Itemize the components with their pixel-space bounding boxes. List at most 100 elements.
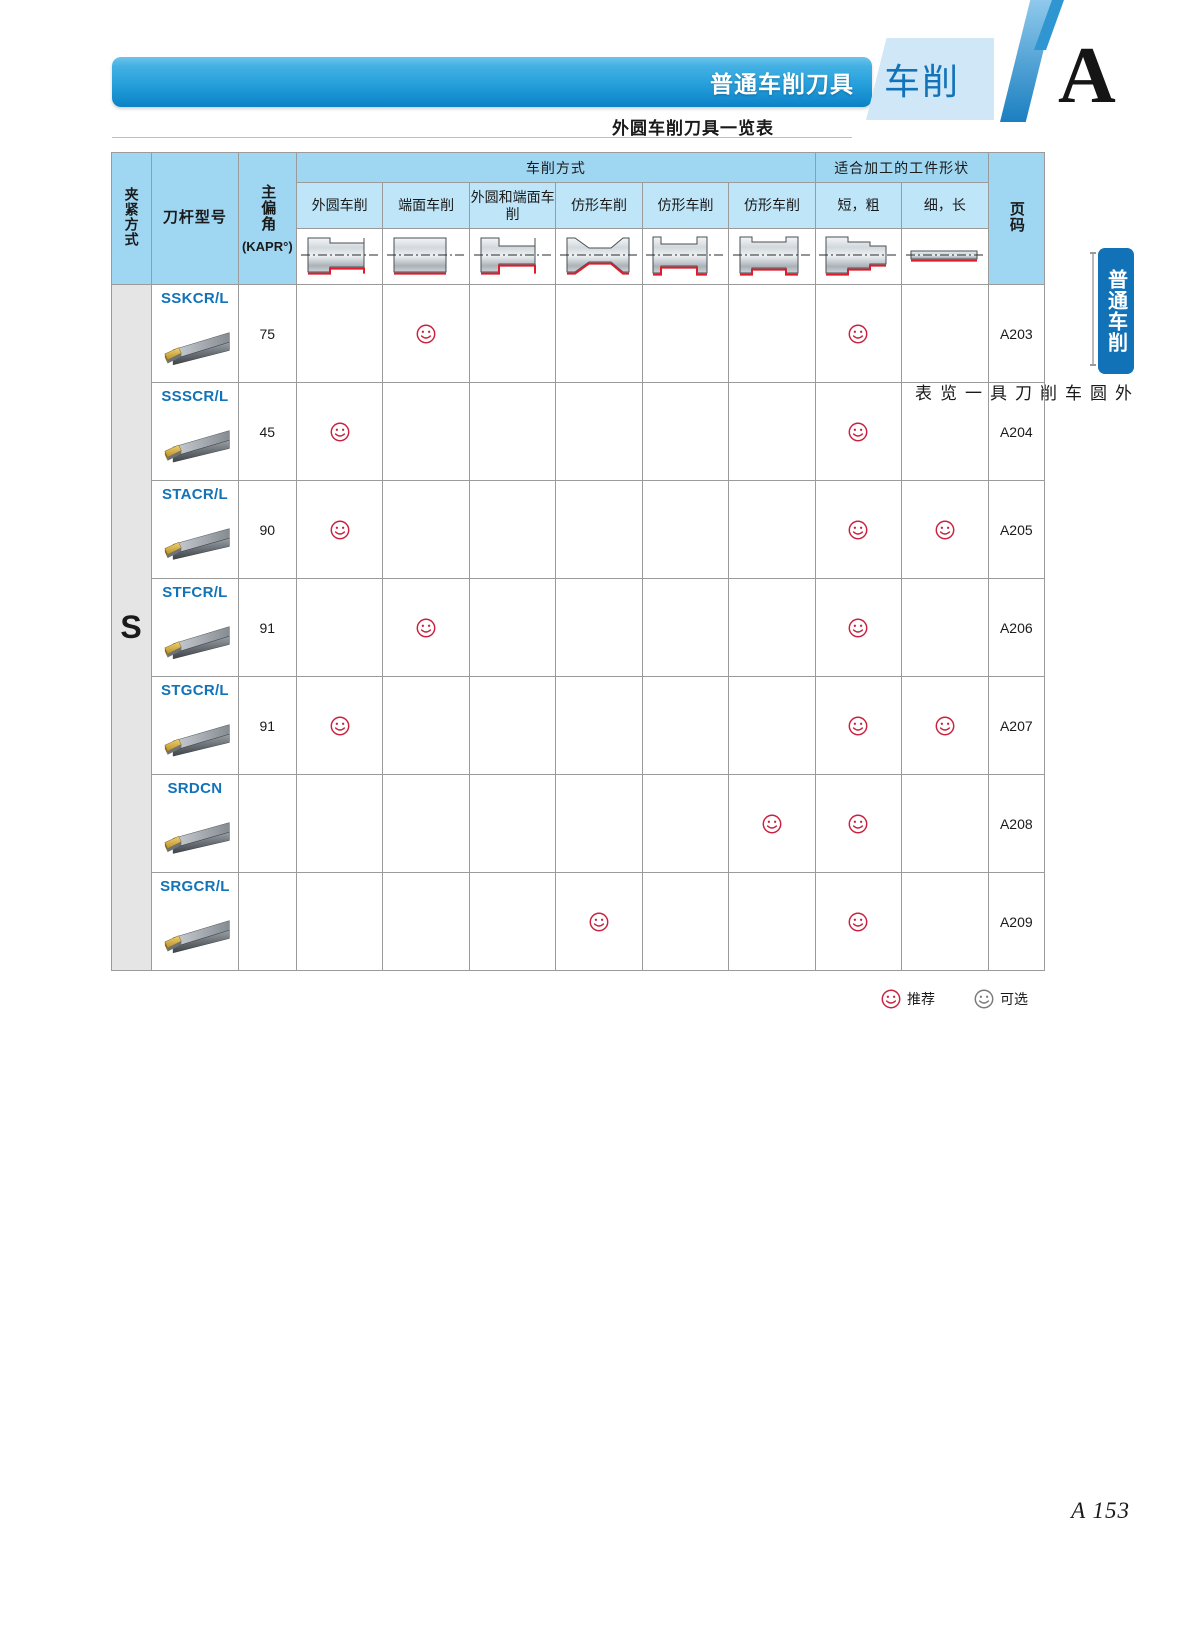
- tool-holder-image: [158, 610, 233, 672]
- legend-optional-label: 可选: [1000, 991, 1028, 1007]
- mark-cell-empty: [295, 578, 384, 677]
- smiley-recommended-icon: [847, 323, 869, 345]
- legend-recommended-label: 推荐: [907, 991, 935, 1007]
- smiley-recommended-icon: [329, 519, 351, 541]
- column-header-1: 端面车削: [382, 182, 470, 229]
- tool-model-label: STFCR/L: [162, 584, 228, 601]
- tool-model-label: SSKCR/L: [160, 290, 229, 307]
- mark-cell-empty: [728, 382, 816, 481]
- table-column-icon-row: [112, 228, 1045, 285]
- column-header-7: 细，长: [901, 182, 989, 229]
- tool-model-cell[interactable]: STFCR/L: [151, 578, 239, 677]
- shoulder-od-face-icon: [468, 228, 557, 285]
- mark-cell-filled: [555, 872, 643, 971]
- spool-profile-icon: [728, 228, 816, 285]
- page-reference-cell[interactable]: A208: [987, 774, 1046, 873]
- header-title-bar: 普通车削刀具: [112, 57, 872, 107]
- tool-model-cell[interactable]: STGCR/L: [151, 676, 239, 775]
- side-tab-chip-label: 普通车削: [1104, 269, 1127, 353]
- table-body: S SSKCR/L 75 A203 SSSCR/L 45 A204 STACR/L 90 A205…: [110, 284, 1046, 971]
- table-row: S SSKCR/L 75 A203: [110, 284, 1046, 971]
- header-main-angle-label: 主偏角: [239, 184, 296, 237]
- mark-cell-empty: [295, 872, 384, 971]
- page-reference-cell[interactable]: A206: [987, 578, 1046, 677]
- header-section-tab: 车削: [866, 38, 994, 120]
- main-angle-cell: [237, 872, 297, 971]
- column-header-0: 外圆车削: [295, 182, 384, 229]
- smiley-recommended-icon: [934, 519, 956, 541]
- mark-cell-empty: [468, 382, 557, 481]
- mark-cell-filled: [814, 676, 903, 775]
- tool-holder-image: [158, 316, 233, 378]
- smiley-recommended-icon: [415, 323, 437, 345]
- side-tab-chip[interactable]: 普通车削: [1098, 248, 1134, 374]
- header-section-tab-label: 车削: [884, 61, 961, 102]
- mark-cell-empty: [382, 872, 470, 971]
- tool-holder-image: [158, 708, 233, 770]
- smiley-optional-icon: [973, 988, 995, 1010]
- tool-model-label: STGCR/L: [160, 682, 229, 699]
- main-angle-cell: 91: [237, 578, 297, 677]
- page-reference-cell[interactable]: A204: [987, 382, 1046, 481]
- smiley-recommended-icon: [329, 421, 351, 443]
- tool-model-cell[interactable]: SSSCR/L: [151, 382, 239, 481]
- mark-cell-empty: [641, 284, 730, 383]
- header-tool-model-label: 刀杆型号: [162, 209, 227, 227]
- mark-cell-empty: [468, 480, 557, 579]
- mark-cell-empty: [901, 578, 989, 677]
- page-reference-cell[interactable]: A207: [987, 676, 1046, 775]
- mark-cell-empty: [728, 676, 816, 775]
- mark-cell-empty: [728, 578, 816, 677]
- mark-cell-empty: [468, 578, 557, 677]
- mark-cell-filled: [382, 284, 470, 383]
- column-header-6: 短，粗: [814, 182, 903, 229]
- turning-tool-overview-table: 夹紧方式 刀杆型号 主偏角 (KAPR°) 车削方式 适合加工的工件形状 页码 …: [110, 152, 1046, 971]
- mark-cell-empty: [728, 480, 816, 579]
- tool-model-cell[interactable]: SSKCR/L: [151, 284, 239, 383]
- mark-cell-filled: [728, 774, 816, 873]
- tool-model-cell[interactable]: SRDCN: [151, 774, 239, 873]
- mark-cell-filled: [901, 480, 989, 579]
- mark-cell-filled: [814, 578, 903, 677]
- tool-model-cell[interactable]: STACR/L: [151, 480, 239, 579]
- tool-model-label: STACR/L: [161, 486, 228, 503]
- main-angle-cell: 75: [237, 284, 297, 383]
- mark-cell-empty: [641, 872, 730, 971]
- table-head: 夹紧方式 刀杆型号 主偏角 (KAPR°) 车削方式 适合加工的工件形状 页码 …: [110, 152, 1046, 285]
- mark-cell-empty: [555, 480, 643, 579]
- side-rail-cap-bottom: [1090, 364, 1096, 366]
- step-cylinder-od-icon: [295, 228, 384, 285]
- taper-profile-icon: [641, 228, 730, 285]
- table-row: STACR/L 90 A205: [112, 480, 1046, 579]
- mark-cell-empty: [555, 382, 643, 481]
- tool-model-cell[interactable]: SRGCR/L: [151, 872, 239, 971]
- mark-cell-empty: [382, 382, 470, 481]
- header-tool-model: 刀杆型号: [151, 152, 239, 285]
- header-main-angle-text: 主偏角: [259, 183, 277, 232]
- header-main-angle-unit: (KAPR°): [241, 238, 293, 254]
- page-reference-cell[interactable]: A205: [987, 480, 1046, 579]
- clamping-method-code: S: [110, 284, 153, 971]
- column-header-5: 仿形车削: [728, 182, 816, 229]
- mark-cell-empty: [468, 872, 557, 971]
- mark-cell-filled: [901, 676, 989, 775]
- mark-cell-empty: [641, 382, 730, 481]
- mark-cell-empty: [555, 284, 643, 383]
- smiley-recommended-icon: [847, 421, 869, 443]
- header-page-number: 页码: [987, 152, 1046, 285]
- mark-cell-empty: [555, 578, 643, 677]
- smiley-recommended-icon: [761, 813, 783, 835]
- main-angle-cell: 90: [237, 480, 297, 579]
- header-group-turning-method: 车削方式: [295, 152, 816, 183]
- mark-cell-empty: [901, 872, 989, 971]
- page-reference-cell[interactable]: A209: [987, 872, 1046, 971]
- tool-holder-image: [158, 806, 233, 868]
- smiley-recommended-icon: [880, 988, 902, 1010]
- smiley-recommended-icon: [847, 617, 869, 639]
- mark-cell-empty: [641, 676, 730, 775]
- tool-holder-image: [158, 512, 233, 574]
- table-column-label-row: 外圆车削 端面车削 外圆和端面车削 仿形车削 仿形车削 仿形车削 短，粗 细，长: [112, 182, 1045, 229]
- main-angle-cell: 91: [237, 676, 297, 775]
- page-reference-cell[interactable]: A203: [987, 284, 1046, 383]
- side-tab-vertical-label: 外圆车削刀具一览表: [912, 384, 1131, 403]
